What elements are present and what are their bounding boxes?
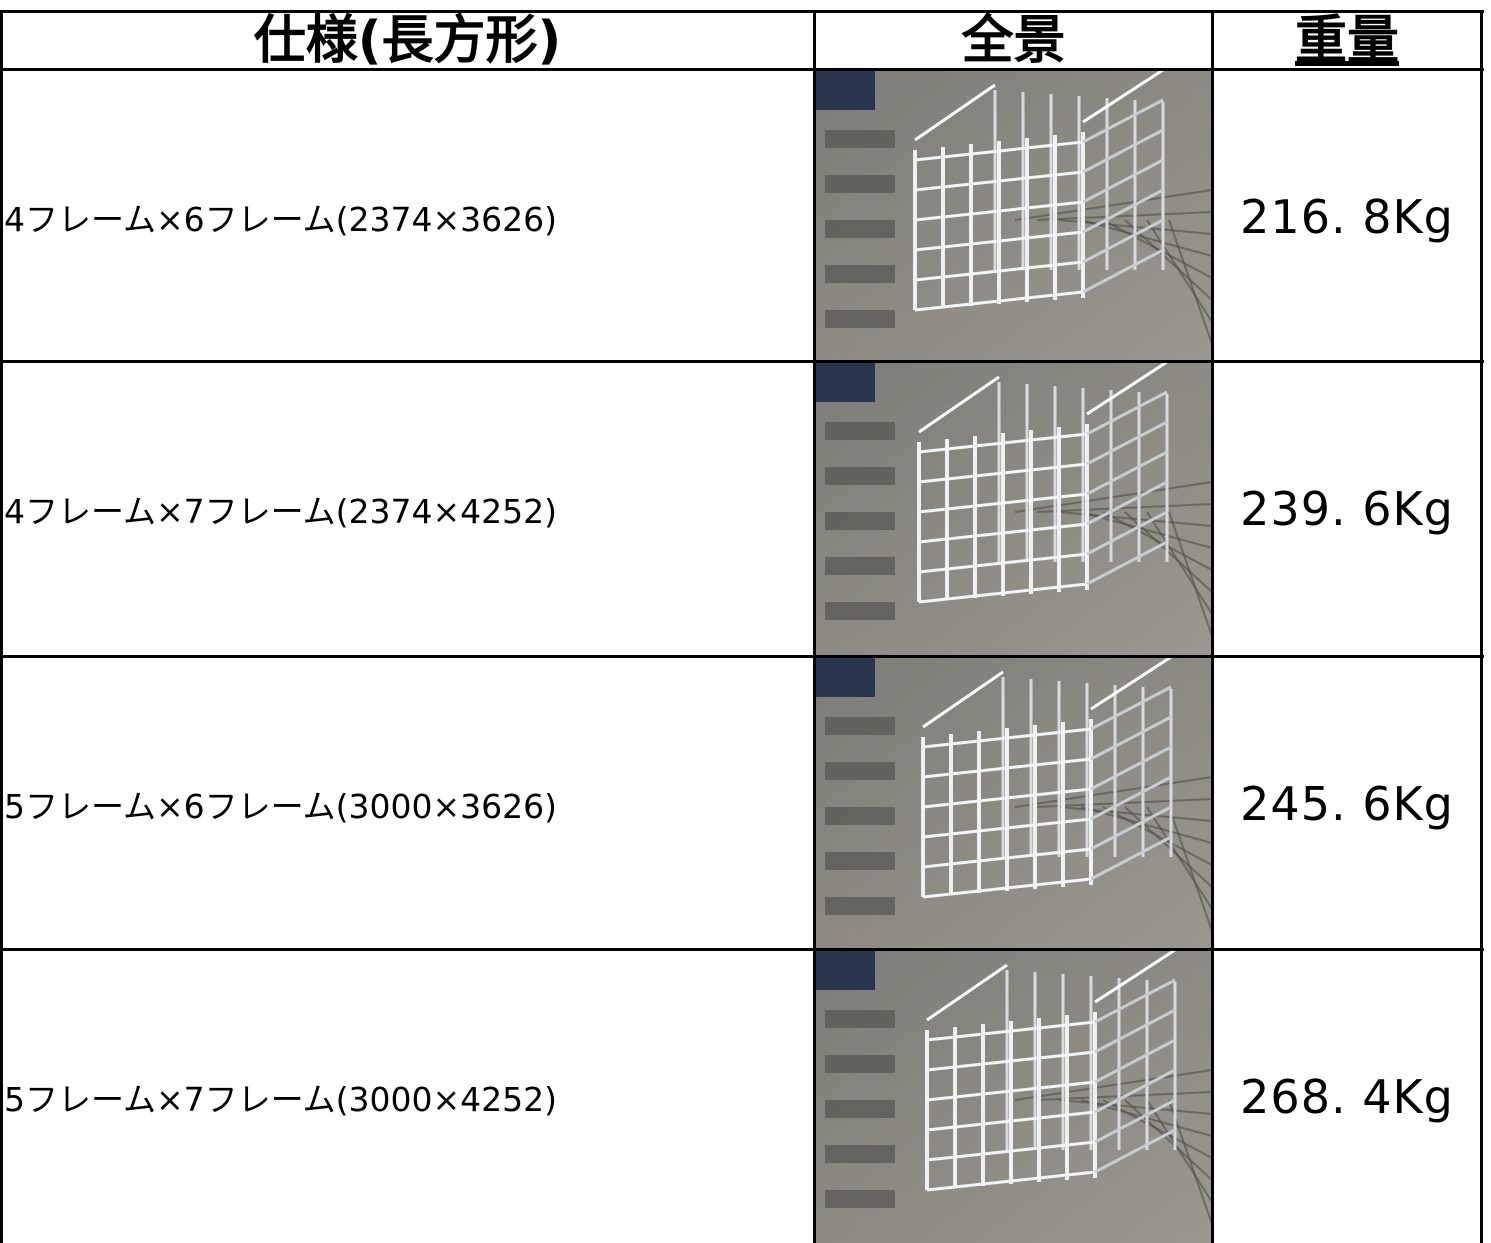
photo <box>815 950 1212 1243</box>
col-border <box>0 10 3 1243</box>
row-border <box>0 360 1484 363</box>
row-border <box>0 655 1484 658</box>
header-spec: 仕様(長方形) <box>253 10 562 71</box>
weight-cell: 245. 6Kg <box>1240 776 1454 831</box>
photo <box>815 70 1212 363</box>
photo <box>815 657 1212 950</box>
col-border <box>1480 10 1483 1243</box>
spec-cell: 4フレーム×6フレーム(2374×3626) <box>4 199 558 239</box>
weight-cell: 239. 6Kg <box>1240 481 1454 536</box>
spec-cell: 5フレーム×6フレーム(3000×3626) <box>4 786 558 826</box>
header-view: 全景 <box>961 10 1066 71</box>
spec-cell: 5フレーム×7フレーム(3000×4252) <box>4 1079 558 1119</box>
weight-cell: 268. 4Kg <box>1240 1069 1454 1124</box>
row-border <box>0 68 1484 71</box>
row-border <box>0 10 1484 13</box>
spec-cell: 4フレーム×7フレーム(2374×4252) <box>4 491 558 531</box>
col-border <box>1211 10 1214 1243</box>
weight-cell: 216. 8Kg <box>1240 189 1454 244</box>
photo <box>815 362 1212 655</box>
header-weight: 重量 <box>1294 10 1399 71</box>
col-border <box>813 10 816 1243</box>
row-border <box>0 948 1484 951</box>
